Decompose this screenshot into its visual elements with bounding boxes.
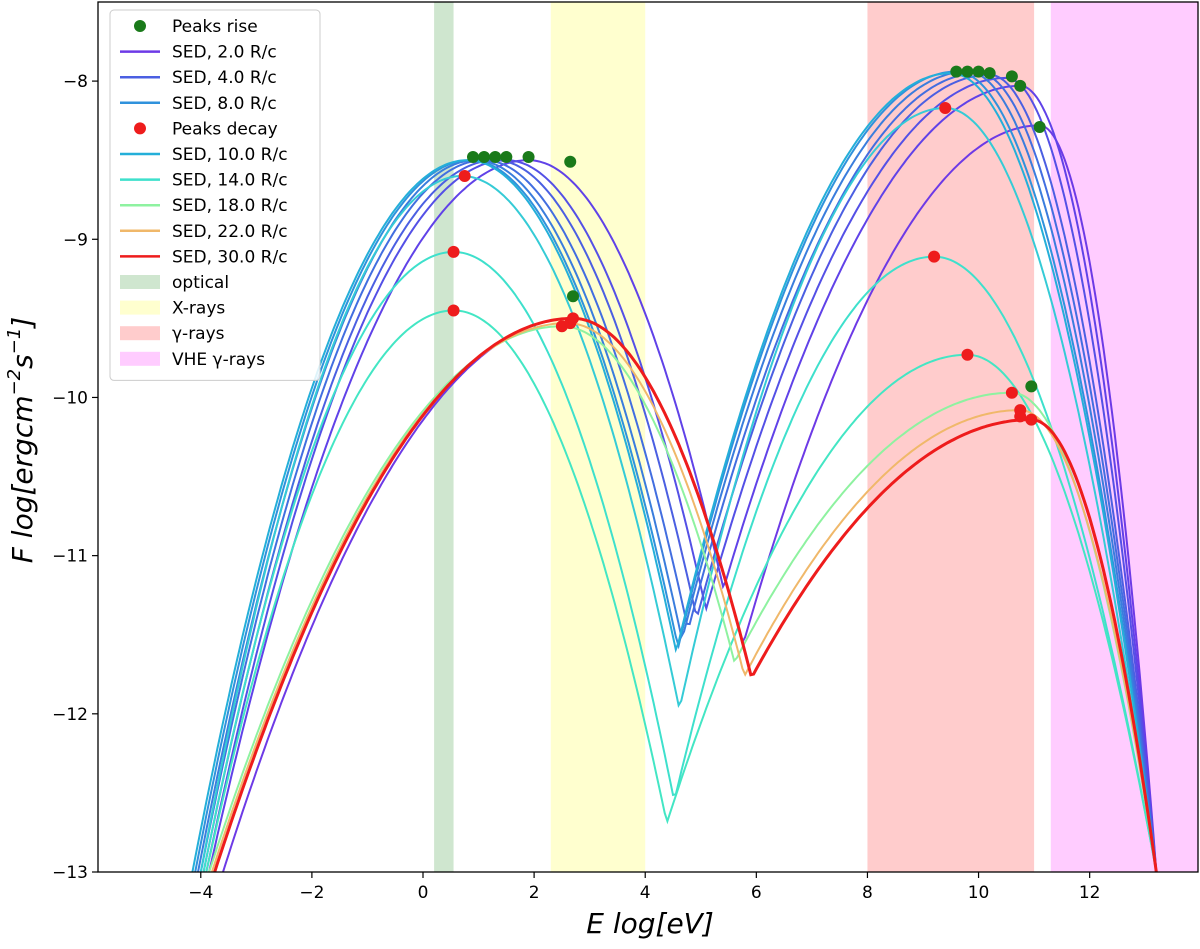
x-tick-label: 12 — [1079, 883, 1101, 903]
legend-label: Peaks rise — [172, 17, 258, 37]
legend-marker — [134, 122, 146, 135]
peak-decay-marker — [1014, 410, 1027, 423]
peak-rise-marker — [1033, 120, 1046, 133]
plot-frame — [97, 1, 1199, 873]
peak-rise-marker — [522, 151, 535, 164]
sed-curve-4.0Rc — [202, 73, 1158, 872]
peak-rise-marker — [500, 151, 513, 164]
legend-box — [109, 9, 321, 381]
y-axis-title-end: ] — [6, 317, 39, 330]
peak-decay-marker — [1025, 413, 1038, 426]
sed-curve-14.0Rc — [202, 250, 1158, 872]
legend-label: SED, 2.0 R/c — [172, 43, 277, 63]
peak-rise-marker — [972, 65, 985, 78]
legend-label: VHE γ-rays — [172, 350, 265, 370]
peak-decay-marker — [447, 245, 460, 258]
x-tick-label: 4 — [640, 883, 651, 903]
peak-rise-marker — [1014, 79, 1027, 92]
sed-curve-10.0Rc — [191, 72, 1158, 872]
peak-decay-marker — [928, 250, 941, 263]
legend-patch — [120, 300, 160, 315]
x-axis-title-unit: [eV] — [656, 907, 714, 940]
energy-bands — [434, 2, 1198, 872]
y-axis-title-main: F log — [6, 496, 39, 564]
peak-decay-marker — [567, 312, 579, 325]
peak-decay-marker — [939, 101, 952, 114]
sed-curve-18.0Rc — [208, 325, 1158, 872]
legend-label: optical — [172, 273, 229, 293]
legend-label: SED, 18.0 R/c — [172, 196, 288, 216]
sed-curve-12.0Rc — [199, 107, 1158, 872]
legend-patch — [120, 351, 160, 366]
y-axis-ticks: −13 −12 −11 −10 −9 −8 — [52, 72, 98, 883]
legend-label: SED, 8.0 R/c — [172, 94, 277, 114]
sed-curve-22.0Rc — [210, 322, 1158, 872]
peak-rise-marker — [950, 65, 963, 78]
legend-label: SED, 14.0 R/c — [172, 171, 288, 191]
legend-patch — [120, 326, 160, 341]
x-tick-label: 8 — [862, 883, 873, 903]
sed-curve-8.0Rc — [194, 70, 1158, 872]
legend-label: γ-rays — [172, 324, 225, 344]
x-tick-label: −2 — [299, 883, 324, 903]
sed-curve-30.0Rc — [213, 316, 1158, 872]
sed-curve-5.0Rc — [199, 72, 1158, 872]
x-tick-label: 6 — [751, 883, 762, 903]
peak-rise-marker — [467, 151, 479, 164]
y-tick-label: −9 — [63, 230, 88, 250]
y-tick-label: −13 — [52, 863, 88, 883]
peak-rise-marker — [564, 155, 577, 168]
peak-decay-marker — [961, 348, 974, 361]
legend-patch — [120, 275, 160, 289]
y-tick-label: −11 — [52, 547, 88, 567]
y-axis-title-mid: s — [6, 354, 39, 369]
y-tick-label: −12 — [52, 705, 88, 725]
sed-curve-2.6Rc — [208, 84, 1158, 872]
peak-decay-marker — [458, 170, 471, 182]
x-axis-title-main: E log — [586, 907, 655, 940]
x-tick-label: 2 — [529, 883, 540, 903]
x-tick-label: −4 — [188, 883, 213, 903]
legend-label: SED, 4.0 R/c — [172, 68, 277, 88]
legend-label: SED, 22.0 R/c — [172, 222, 288, 242]
peak-decay-marker — [1005, 386, 1018, 399]
y-tick-label: −8 — [63, 72, 88, 92]
peak-markers — [447, 65, 1046, 426]
x-axis-title: E log[eV] — [586, 907, 714, 940]
peak-rise-marker — [489, 151, 502, 164]
peak-rise-marker — [961, 65, 974, 78]
sed-curve-16.0Rc — [205, 309, 1158, 872]
peak-rise-marker — [1025, 380, 1038, 393]
legend-label: X-rays — [172, 299, 225, 319]
band-optical — [434, 2, 454, 872]
legend: Peaks rise SED, 2.0 R/c SED, 4.0 R/c SED, 8… — [109, 9, 321, 381]
peak-rise-marker — [567, 290, 579, 303]
sed-curves — [191, 70, 1158, 872]
y-axis-title-exp2: −1 — [4, 328, 25, 355]
band-γ-rays — [867, 2, 1035, 872]
x-tick-label: 0 — [418, 883, 429, 903]
legend-label: SED, 10.0 R/c — [172, 145, 288, 165]
x-tick-label: 10 — [968, 883, 990, 903]
y-axis-title-exp1: −2 — [4, 369, 25, 396]
legend-marker — [134, 20, 146, 32]
legend-label: SED, 30.0 R/c — [172, 247, 288, 267]
y-axis-title-unit: [ergcm — [6, 395, 39, 495]
y-axis-title: F log[ergcm−2s−1] — [4, 317, 39, 563]
legend-label: Peaks decay — [172, 119, 278, 139]
band-VHE γ-rays — [1050, 2, 1198, 872]
peak-rise-marker — [983, 67, 996, 80]
peak-decay-marker — [447, 304, 460, 317]
x-axis-ticks: −4 −2 0 2 4 6 8 10 12 — [188, 872, 1100, 903]
peak-rise-marker — [1005, 70, 1018, 83]
band-X-rays — [550, 2, 646, 872]
y-tick-label: −10 — [52, 388, 88, 408]
peak-rise-marker — [478, 151, 491, 164]
